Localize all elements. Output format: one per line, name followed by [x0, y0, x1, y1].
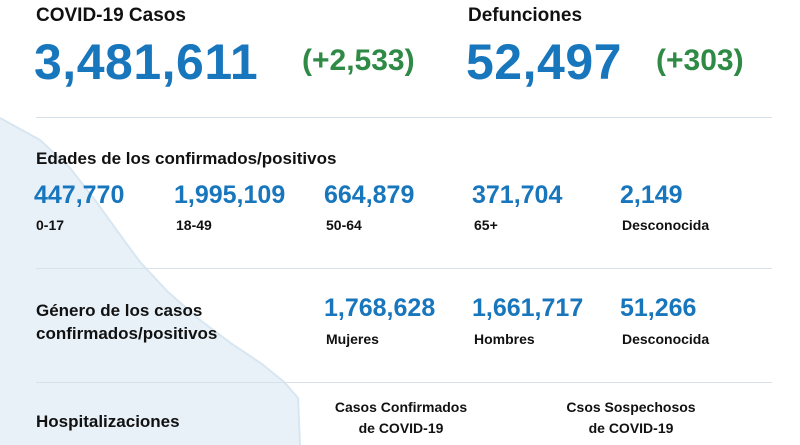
gender-value-women: 1,768,628: [324, 294, 436, 322]
divider-bottom: [36, 382, 772, 383]
cases-label: COVID-19 Casos: [36, 5, 186, 26]
gender-section-title-line1: Género de los casos: [36, 301, 203, 320]
gender-value-men: 1,661,717: [472, 294, 584, 322]
deaths-label: Defunciones: [468, 5, 583, 26]
cases-total: 3,481,611: [34, 34, 259, 90]
gender-label-men: Hombres: [474, 331, 535, 347]
age-label-0-17: 0-17: [36, 217, 65, 233]
gender-label-unknown: Desconocida: [622, 331, 710, 347]
gender-section-title-line2: confirmados/positivos: [36, 324, 218, 343]
hospital-suspected-heading-line1: Csos Sospechosos: [566, 399, 696, 415]
age-label-18-49: 18-49: [176, 217, 212, 233]
hospital-confirmed-heading: Casos Confirmados de COVID-19: [318, 397, 484, 439]
hospital-suspected-heading: Csos Sospechosos de COVID-19: [548, 397, 714, 439]
age-value-65-plus: 371,704: [472, 181, 563, 209]
age-value-unknown: 2,149: [620, 181, 683, 209]
deaths-delta: (+303): [656, 44, 744, 77]
age-value-18-49: 1,995,109: [174, 181, 286, 209]
hospital-confirmed-heading-line2: de COVID-19: [358, 420, 444, 436]
age-value-50-64: 664,879: [324, 181, 415, 209]
age-value-0-17: 447,770: [34, 181, 125, 209]
gender-value-unknown: 51,266: [620, 294, 697, 322]
hospital-section-title: Hospitalizaciones: [36, 412, 180, 431]
hospital-suspected-heading-line2: de COVID-19: [588, 420, 674, 436]
deaths-total: 52,497: [466, 34, 622, 90]
cases-delta: (+2,533): [302, 44, 415, 77]
divider-middle: [36, 268, 772, 269]
divider-top: [36, 117, 772, 118]
age-label-65-plus: 65+: [474, 217, 498, 233]
age-label-50-64: 50-64: [326, 217, 362, 233]
age-label-unknown: Desconocida: [622, 217, 710, 233]
hospital-confirmed-heading-line1: Casos Confirmados: [334, 399, 468, 415]
gender-label-women: Mujeres: [326, 331, 379, 347]
ages-section-title: Edades de los confirmados/positivos: [36, 149, 337, 168]
